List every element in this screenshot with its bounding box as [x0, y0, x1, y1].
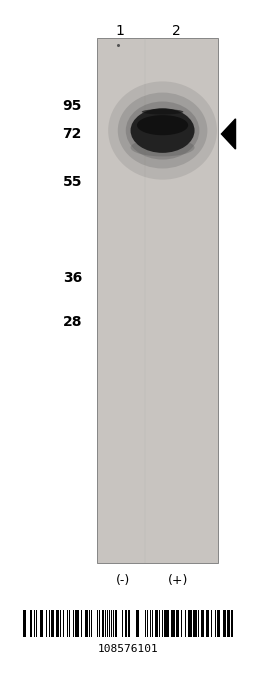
Text: 95: 95 [62, 100, 82, 113]
Ellipse shape [142, 109, 183, 115]
Bar [81, 610, 82, 637]
Bar [73, 610, 74, 637]
Bar [217, 610, 220, 637]
Bar [128, 610, 130, 637]
Bar [23, 610, 24, 637]
Bar [181, 610, 182, 637]
Bar [49, 610, 50, 637]
Text: 36: 36 [63, 271, 82, 285]
Bar [211, 610, 212, 637]
Bar [150, 610, 151, 637]
Bar [116, 610, 117, 637]
Bar [36, 610, 37, 637]
Bar [136, 610, 139, 637]
Bar [122, 610, 123, 637]
Bar [162, 610, 163, 637]
Bar [111, 610, 112, 637]
Bar [91, 610, 92, 637]
Bar [171, 610, 175, 637]
Bar [69, 610, 70, 637]
Text: 28: 28 [62, 315, 82, 328]
Bar [201, 610, 204, 637]
Bar [206, 610, 207, 637]
Ellipse shape [131, 108, 195, 153]
Bar [207, 610, 209, 637]
Bar [40, 610, 43, 637]
Bar [67, 610, 68, 637]
Bar [60, 610, 61, 637]
Ellipse shape [126, 102, 199, 159]
Bar [159, 610, 160, 637]
Text: 2: 2 [172, 24, 181, 38]
Bar [155, 610, 158, 637]
Bar [30, 610, 32, 637]
Ellipse shape [108, 81, 217, 179]
Bar [63, 610, 64, 637]
Bar [145, 610, 146, 637]
Text: 72: 72 [62, 127, 82, 141]
Bar [227, 610, 230, 637]
Bar [97, 610, 98, 637]
Text: 55: 55 [62, 175, 82, 189]
Bar [75, 610, 79, 637]
Bar [52, 610, 54, 637]
Text: 108576101: 108576101 [98, 644, 158, 654]
Bar [198, 610, 199, 637]
Bar [89, 610, 90, 637]
Text: (-): (-) [116, 574, 130, 587]
Bar [97, 38, 218, 563]
Ellipse shape [137, 115, 188, 135]
Bar [105, 610, 106, 637]
Bar [185, 610, 186, 637]
Bar [109, 610, 110, 637]
Bar [147, 610, 148, 637]
Bar [165, 610, 169, 637]
Bar [223, 610, 226, 637]
Bar [176, 610, 179, 637]
Bar [102, 610, 104, 637]
Text: 1: 1 [116, 24, 125, 38]
Bar [99, 610, 100, 637]
Bar [87, 610, 88, 637]
Bar [34, 610, 35, 637]
Bar [193, 610, 197, 637]
Ellipse shape [118, 93, 207, 168]
Bar [152, 610, 153, 637]
Polygon shape [221, 119, 236, 149]
Ellipse shape [131, 139, 195, 157]
Bar [46, 610, 47, 637]
Bar [231, 610, 233, 637]
Bar [85, 610, 87, 637]
Bar [56, 610, 59, 637]
Bar [164, 610, 165, 637]
Bar [125, 610, 127, 637]
Bar [215, 610, 216, 637]
Bar [51, 610, 52, 637]
Text: (+): (+) [168, 574, 188, 587]
Bar [107, 610, 108, 637]
Bar [115, 610, 116, 637]
Bar [24, 610, 26, 637]
Bar [188, 610, 192, 637]
Bar [113, 610, 114, 637]
